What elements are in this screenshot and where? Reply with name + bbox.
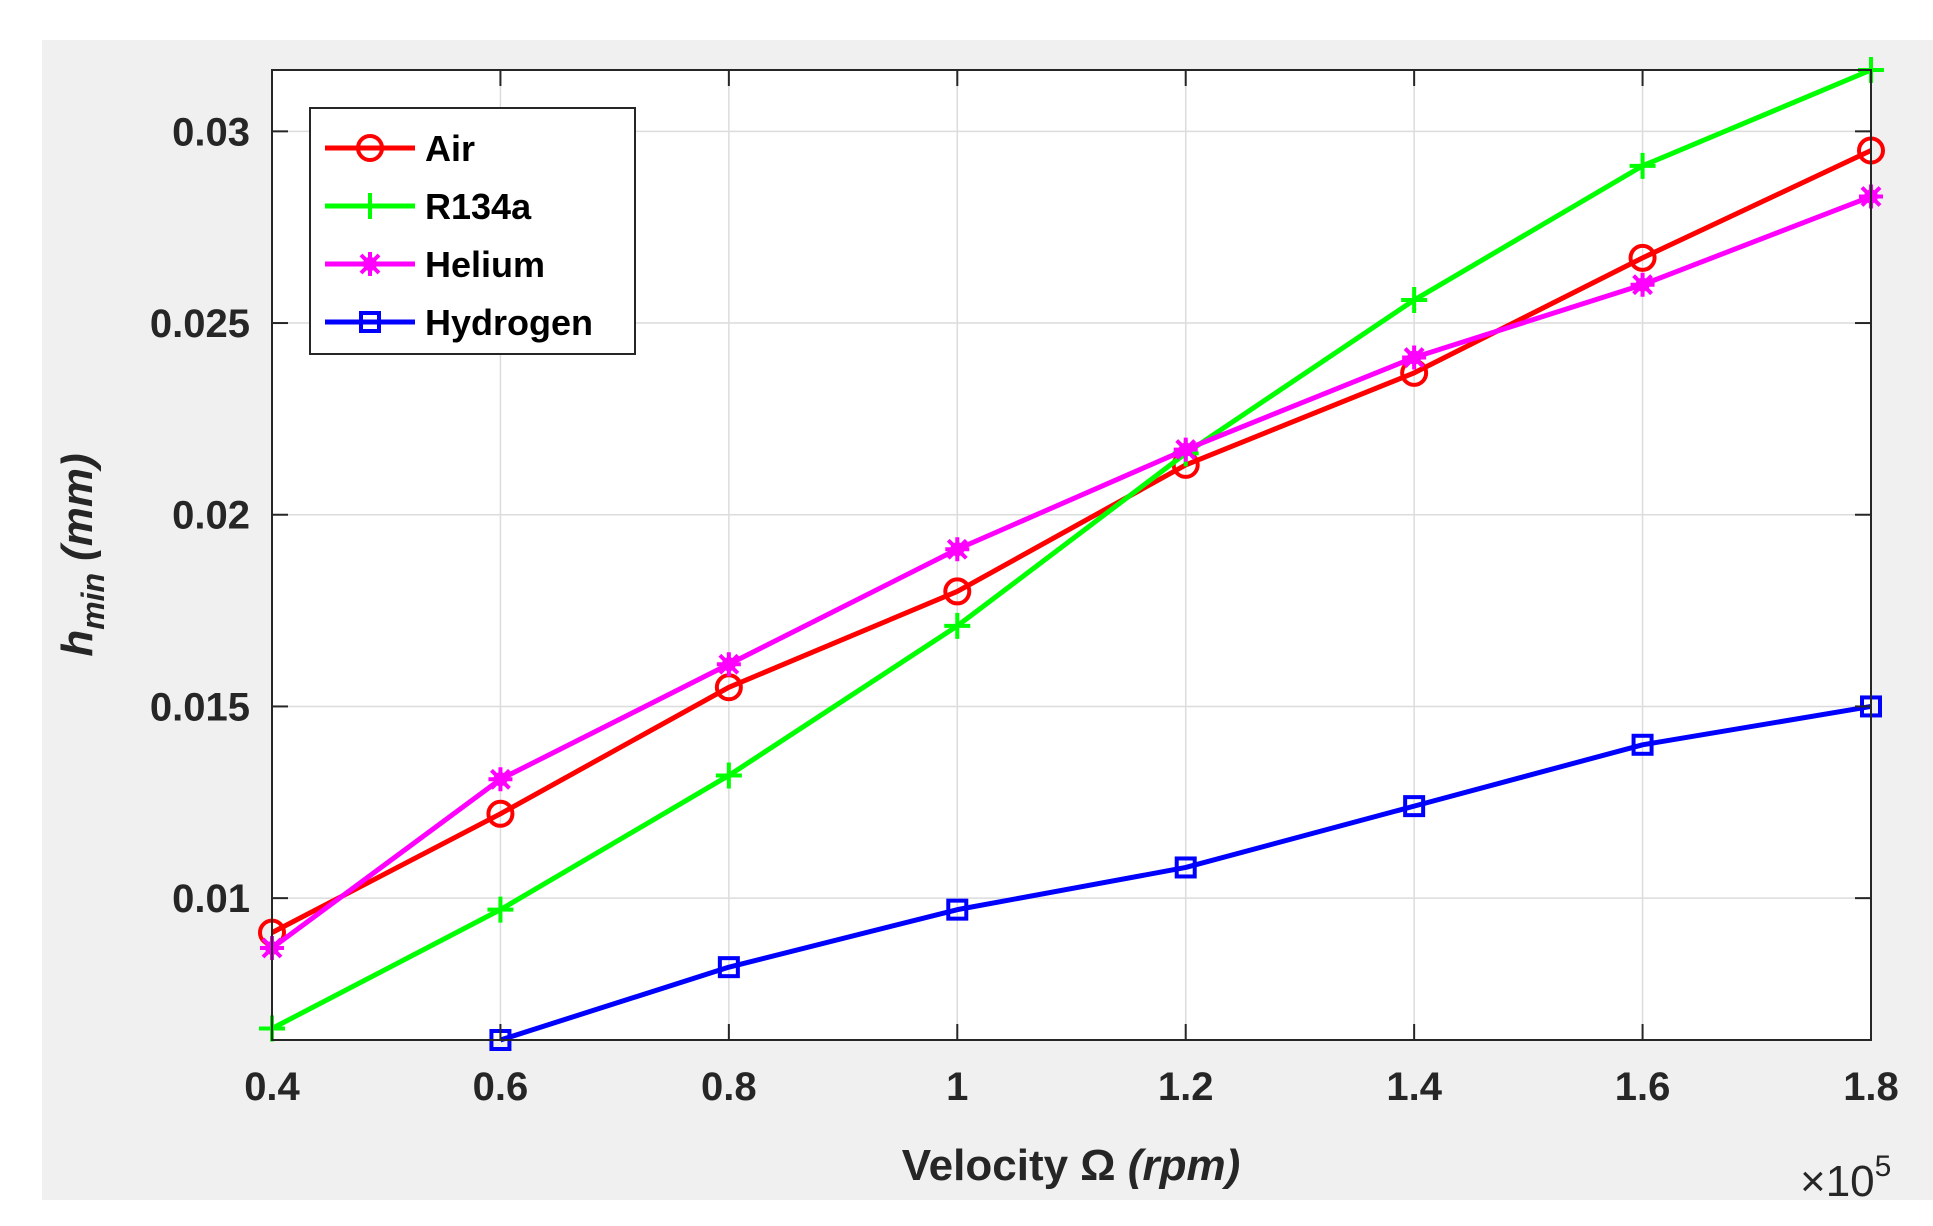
data-point-r134a <box>1401 287 1428 314</box>
axes-box <box>271 69 1872 1041</box>
data-point-air <box>486 799 515 828</box>
data-point-hydrogen <box>717 956 740 979</box>
data-point-helium <box>1630 272 1655 297</box>
y-tick-labels: 0.01 0.015 0.02 0.025 0.03 <box>150 110 250 921</box>
legend-item-air: Air <box>325 128 475 169</box>
series-line-hydrogen <box>499 703 1872 1043</box>
x-axis-label: Velocity Ω (rpm) <box>902 1141 1240 1190</box>
legend: Air R134a Helium Hydrogen <box>309 107 636 355</box>
x-tick-label: 1.2 <box>1158 1065 1214 1109</box>
legend-marker-helium-core <box>363 257 377 271</box>
x-axis-label-unit: (rpm) <box>1128 1141 1240 1190</box>
y-tick-label: 0.025 <box>150 302 250 346</box>
data-point-air <box>943 577 972 606</box>
x-tick-label: 0.8 <box>701 1065 757 1109</box>
y-axis-label: hmin (mm) <box>53 453 111 656</box>
tick-marks <box>271 70 1872 1040</box>
legend-item-hydrogen: Hydrogen <box>325 302 593 343</box>
x-tick-label: 0.4 <box>244 1065 300 1109</box>
y-tick-label: 0.01 <box>172 877 250 921</box>
data-point-hydrogen <box>946 898 969 921</box>
data-point-helium <box>1402 345 1427 370</box>
x-tick-labels: 0.4 0.6 0.8 1 1.2 1.4 1.6 1.8 <box>244 1065 1899 1109</box>
legend-item-helium: Helium <box>325 244 545 285</box>
data-point-helium-core <box>493 772 508 787</box>
data-point-hydrogen <box>1174 856 1197 879</box>
data-point-helium <box>716 652 741 677</box>
data-point-helium-core <box>1178 442 1193 457</box>
series-line-helium <box>270 194 1872 950</box>
data-point-helium-core <box>1407 350 1422 365</box>
x-tick-label: 1.4 <box>1386 1065 1442 1109</box>
y-axis-label-unit: (mm) <box>53 453 102 561</box>
legend-item-r134a: R134a <box>325 186 532 227</box>
x-axis-multiplier: ×105 <box>1800 1150 1891 1206</box>
legend-label-air: Air <box>425 128 475 169</box>
legend-label-r134a: R134a <box>425 186 532 227</box>
x-axis-multiplier-prefix: ×10 <box>1800 1157 1875 1206</box>
y-axis-label-subscript: min <box>75 573 111 630</box>
legend-marker-hydrogen <box>359 311 381 333</box>
series-line-air <box>270 148 1873 935</box>
data-point-helium-core <box>1635 277 1650 292</box>
data-point-r134a <box>944 612 971 639</box>
data-point-hydrogen <box>1631 733 1654 756</box>
data-point-helium-core <box>721 657 736 672</box>
x-axis-label-main: Velocity Ω <box>902 1141 1128 1190</box>
legend-label-hydrogen: Hydrogen <box>425 302 593 343</box>
data-point-helium <box>945 537 970 562</box>
data-point-r134a <box>1629 152 1656 179</box>
data-point-r134a <box>715 762 742 789</box>
y-axis-label-symbol: h <box>53 630 102 657</box>
x-axis-multiplier-exponent: 5 <box>1875 1150 1892 1183</box>
x-tick-label: 1.6 <box>1615 1065 1671 1109</box>
y-tick-label: 0.03 <box>172 110 250 154</box>
data-point-hydrogen <box>1403 795 1426 818</box>
x-tick-label: 1 <box>946 1065 968 1109</box>
y-tick-label: 0.02 <box>172 494 250 538</box>
legend-label-helium: Helium <box>425 244 545 285</box>
data-point-helium-core <box>950 542 965 557</box>
legend-marker-r134a <box>357 193 383 219</box>
y-tick-label: 0.015 <box>150 685 250 729</box>
x-tick-label: 1.8 <box>1843 1065 1899 1109</box>
data-point-helium <box>488 767 513 792</box>
data-point-air <box>1628 243 1657 272</box>
data-point-helium <box>1173 437 1198 462</box>
legend-marker-helium <box>358 252 382 276</box>
legend-marker-air <box>356 134 384 162</box>
x-tick-label: 0.6 <box>473 1065 529 1109</box>
data-point-r134a <box>487 896 514 923</box>
series-line-r134a <box>270 67 1872 1031</box>
